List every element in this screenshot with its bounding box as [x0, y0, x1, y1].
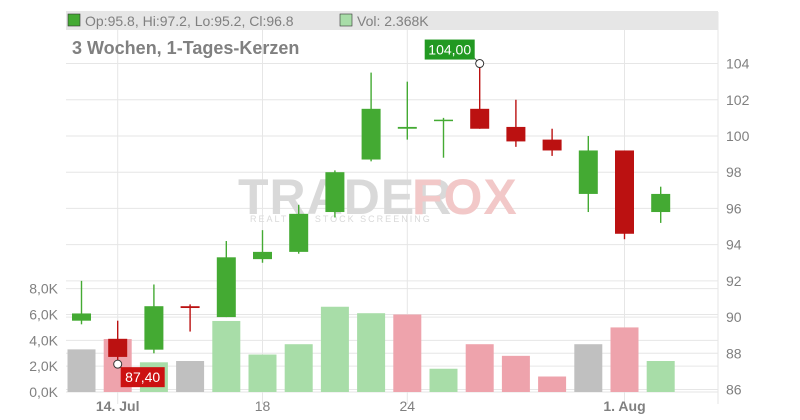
low-callout-label: 87,40 [125, 369, 160, 385]
volume-bar [465, 344, 494, 392]
high-callout: 104,00 [424, 39, 485, 69]
legend-background [66, 11, 718, 30]
candle-body [108, 338, 128, 357]
volume-legend-text: Vol: 2.368K [357, 13, 429, 29]
ohlc-legend-text: Op:95.8, Hi:97.2, Lo:95.2, Cl:96.8 [85, 13, 294, 29]
volume-bar [284, 344, 313, 392]
volume-bar [429, 368, 458, 392]
ohlc-legend-swatch [67, 13, 81, 27]
time-tick-label: 24 [400, 398, 416, 414]
volume-bar [176, 361, 205, 392]
price-tick-label: 102 [726, 92, 750, 108]
volume-bar [320, 306, 349, 392]
candle-body [542, 139, 562, 151]
candle-body [253, 251, 272, 260]
volume-bar [67, 349, 96, 392]
candle-body [289, 213, 309, 252]
chart-subtitle: 3 Wochen, 1-Tages-Kerzen [72, 38, 299, 58]
price-tick-label: 88 [726, 345, 742, 361]
volume-legend-swatch [339, 13, 353, 27]
low-callout: 87,40 [113, 359, 165, 388]
time-axis: 14. Jul 18 24 1. Aug [96, 398, 646, 414]
volume-bar [646, 361, 675, 392]
high-callout-box [424, 39, 475, 60]
candle-body [325, 172, 345, 213]
volume-tick-label: 0,0K [29, 384, 58, 400]
candle-body [361, 108, 381, 160]
volume-tick-label: 6,0K [29, 307, 58, 323]
candle-body [506, 126, 526, 142]
price-tick-label: 90 [726, 309, 742, 325]
watermark: TRADER FOX REALTIME STOCK SCREENING [238, 169, 518, 225]
price-tick-label: 86 [726, 382, 742, 398]
price-tick-label: 92 [726, 273, 742, 289]
watermark-tagline: REALTIME STOCK SCREENING [250, 214, 432, 224]
candle-body [72, 313, 91, 321]
volume-bar [248, 354, 277, 392]
price-tick-label: 96 [726, 200, 742, 216]
volume-bar [212, 320, 241, 392]
price-tick-label: 94 [726, 237, 742, 253]
price-tick-label: 104 [726, 56, 750, 72]
candle-body [434, 119, 453, 122]
volume-axis: 0,0K 2,0K 4,0K 6,0K 8,0K [29, 281, 58, 400]
time-tick-label: 18 [255, 398, 271, 414]
high-callout-label: 104,00 [428, 42, 471, 58]
watermark-brand-left: TRADER [238, 169, 452, 225]
candle-body [651, 193, 671, 213]
volume-tick-label: 2,0K [29, 358, 58, 374]
volume-bar [538, 376, 567, 392]
candle-body [216, 257, 236, 318]
legend-bar: Op:95.8, Hi:97.2, Lo:95.2, Cl:96.8 Vol: … [66, 11, 718, 30]
volume-bar [574, 344, 603, 392]
volume-tick-label: 8,0K [29, 281, 58, 297]
price-tick-label: 98 [726, 164, 742, 180]
volume-tick-label: 4,0K [29, 332, 58, 348]
candle-body [144, 306, 164, 350]
high-marker [475, 59, 485, 69]
candle-body [180, 306, 200, 309]
low-marker [113, 359, 123, 369]
time-tick-label: 14. Jul [96, 398, 140, 414]
candles [72, 63, 671, 365]
volume-bar [393, 314, 422, 392]
candle-body [578, 150, 598, 194]
candle-body [470, 108, 490, 129]
watermark-brand-right: FOX [412, 169, 518, 225]
time-tick-label: 1. Aug [603, 398, 645, 414]
volume-bar [610, 327, 639, 392]
low-callout-box [120, 367, 165, 388]
volume-bar [501, 355, 530, 392]
volume-bar [357, 313, 386, 392]
candle-body [397, 126, 417, 129]
price-axis: 86 88 90 92 94 96 98 100 102 104 [726, 56, 750, 398]
candle-body [615, 150, 634, 234]
price-tick-label: 100 [726, 128, 750, 144]
